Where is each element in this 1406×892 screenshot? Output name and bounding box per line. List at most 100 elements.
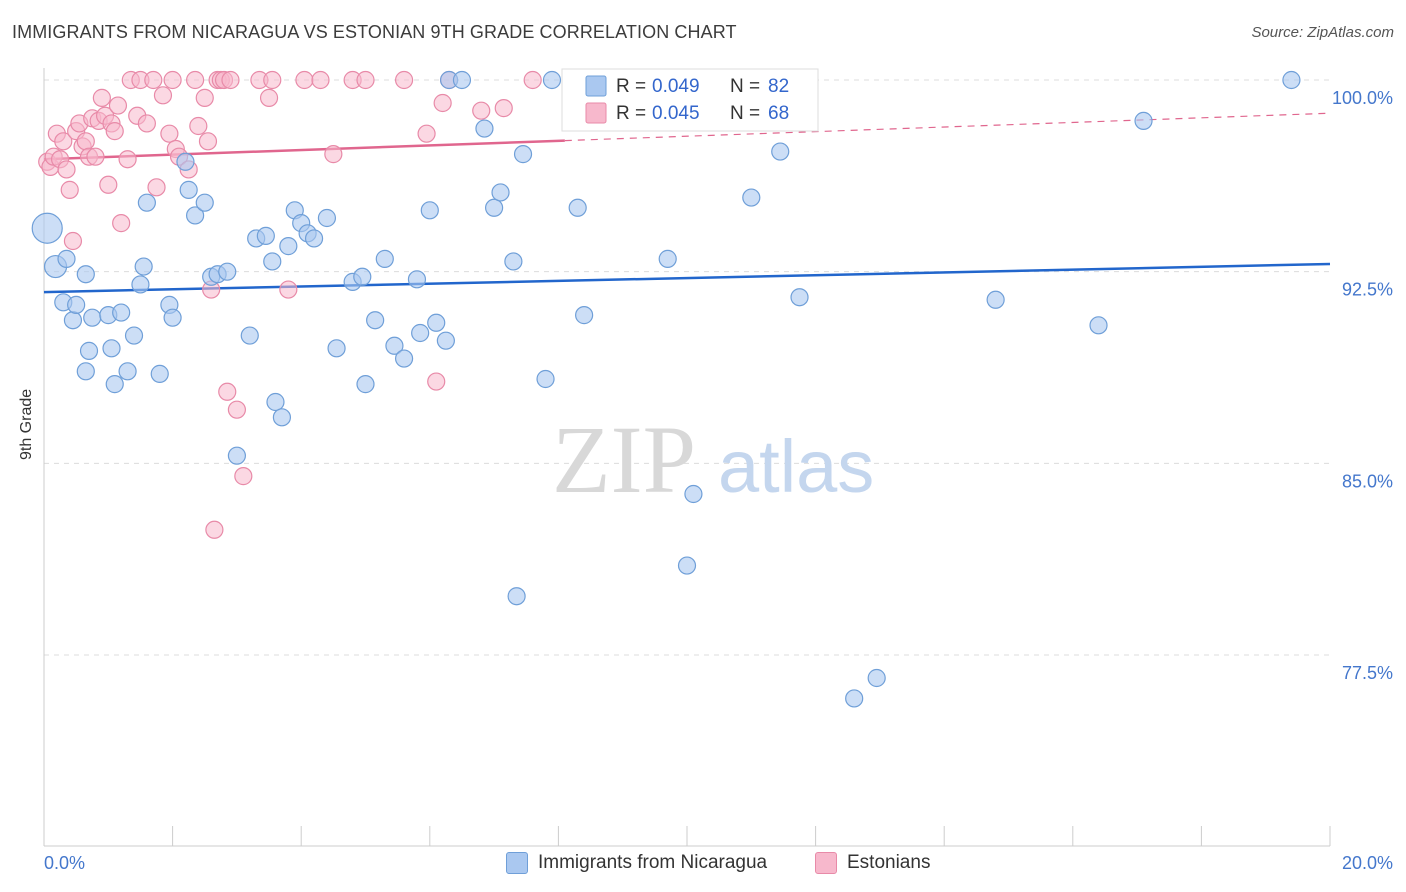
nicaragua-point bbox=[568, 198, 587, 217]
estonians-point bbox=[195, 88, 214, 107]
nicaragua-point bbox=[411, 323, 430, 343]
nicaragua-point bbox=[375, 249, 394, 268]
estonians-point bbox=[160, 124, 179, 143]
legend-top: R = 0.049 N = 82 R = 0.045 N = 68 bbox=[561, 68, 819, 132]
nicaragua-point bbox=[256, 226, 275, 245]
nicaragua-point bbox=[356, 375, 375, 394]
y-tick-labels: 77.5% 85.0% 92.5% 100.0% bbox=[1332, 88, 1393, 683]
nicaragua-point bbox=[163, 308, 182, 327]
nicaragua-point bbox=[677, 556, 697, 575]
nicaragua-point bbox=[317, 208, 337, 228]
nicaragua-point bbox=[176, 152, 195, 171]
estonians-point bbox=[144, 70, 163, 90]
nicaragua-point bbox=[76, 362, 95, 381]
estonians-trend-line-extension bbox=[564, 112, 1331, 142]
estonians-point bbox=[108, 96, 128, 115]
estonians-point bbox=[105, 122, 124, 141]
legend-bottom: Immigrants from Nicaragua Estonians bbox=[0, 850, 1406, 880]
nicaragua-point bbox=[218, 262, 237, 281]
nicaragua-point bbox=[76, 265, 95, 284]
estonians-point bbox=[417, 124, 436, 143]
nicaragua-point bbox=[304, 229, 324, 248]
nicaragua-point bbox=[385, 336, 404, 355]
estonians-points bbox=[38, 70, 603, 539]
estonians-point bbox=[86, 147, 105, 166]
estonians-point bbox=[60, 180, 79, 199]
legend-n-value: 68 bbox=[768, 103, 789, 124]
estonians-point bbox=[494, 99, 513, 118]
x-tick-label: 20.0% bbox=[1342, 853, 1393, 873]
estonians-point bbox=[198, 132, 218, 151]
nicaragua-point bbox=[790, 288, 809, 307]
estonians-point bbox=[218, 382, 237, 401]
estonians-point bbox=[295, 70, 314, 90]
y-tick-label: 100.0% bbox=[1332, 88, 1393, 108]
nicaragua-point bbox=[227, 446, 246, 465]
legend-n-value: 82 bbox=[768, 76, 789, 97]
nicaragua-point bbox=[131, 275, 150, 294]
nicaragua-point bbox=[150, 364, 169, 383]
nicaragua-point bbox=[427, 313, 446, 332]
nicaragua-point bbox=[195, 193, 214, 212]
nicaragua-point bbox=[407, 270, 427, 289]
estonians-point bbox=[279, 280, 298, 299]
y-tick-label: 92.5% bbox=[1342, 280, 1393, 300]
estonians-point bbox=[259, 88, 279, 107]
legend-n-label: N = bbox=[730, 103, 760, 124]
estonians-point bbox=[54, 132, 73, 151]
legend-swatch-blue bbox=[506, 852, 528, 874]
nicaragua-point bbox=[179, 180, 198, 199]
nicaragua-point bbox=[1134, 111, 1153, 130]
nicaragua-point bbox=[1089, 316, 1108, 335]
estonians-point bbox=[227, 400, 246, 419]
estonians-point bbox=[99, 175, 118, 194]
nicaragua-point bbox=[420, 201, 439, 220]
nicaragua-point bbox=[118, 362, 137, 381]
nicaragua-point bbox=[272, 408, 292, 427]
estonians-point bbox=[63, 231, 83, 251]
nicaragua-point bbox=[536, 369, 555, 389]
estonians-point bbox=[324, 145, 343, 164]
nicaragua-point bbox=[353, 267, 372, 286]
nicaragua-trend-line bbox=[43, 262, 1331, 294]
axes bbox=[43, 68, 1331, 847]
estonians-point bbox=[153, 86, 173, 105]
estonians-point bbox=[427, 372, 446, 391]
nicaragua-point bbox=[124, 326, 144, 345]
legend-swatch-pink bbox=[585, 102, 607, 124]
nicaragua-point bbox=[475, 119, 494, 138]
watermark-zip: ZIP bbox=[552, 406, 696, 513]
legend-r-label: R = bbox=[616, 76, 646, 97]
nicaragua-point bbox=[394, 349, 414, 368]
nicaragua-point bbox=[485, 198, 504, 217]
nicaragua-point bbox=[366, 311, 385, 330]
legend-label-nicaragua: Immigrants from Nicaragua bbox=[538, 852, 768, 873]
nicaragua-point bbox=[542, 70, 562, 90]
chart-title: IMMIGRANTS FROM NICARAGUA VS ESTONIAN 9T… bbox=[12, 22, 737, 42]
nicaragua-point bbox=[263, 252, 282, 271]
nicaragua-point bbox=[507, 587, 526, 606]
legend-label-estonians: Estonians bbox=[847, 852, 931, 873]
nicaragua-point bbox=[67, 295, 86, 314]
nicaragua-point bbox=[845, 689, 864, 708]
nicaragua-point bbox=[491, 183, 510, 202]
y-axis-label: 9th Grade bbox=[18, 388, 35, 460]
nicaragua-point bbox=[742, 188, 761, 207]
nicaragua-point bbox=[513, 145, 533, 164]
estonians-point bbox=[137, 114, 156, 133]
estonians-point bbox=[523, 70, 542, 90]
chart-source: Source: ZipAtlas.com bbox=[1251, 24, 1394, 41]
nicaragua-point bbox=[684, 484, 703, 504]
nicaragua-point bbox=[105, 375, 124, 394]
estonians-point bbox=[118, 150, 137, 169]
y-tick-label: 77.5% bbox=[1342, 663, 1393, 683]
estonians-point bbox=[57, 160, 76, 179]
estonians-point bbox=[394, 70, 414, 90]
nicaragua-point bbox=[83, 308, 102, 327]
estonians-point bbox=[92, 88, 111, 107]
estonians-point bbox=[234, 467, 253, 486]
y-tick-label: 85.0% bbox=[1342, 471, 1393, 491]
nicaragua-point bbox=[266, 392, 285, 412]
nicaragua-point bbox=[771, 142, 790, 161]
